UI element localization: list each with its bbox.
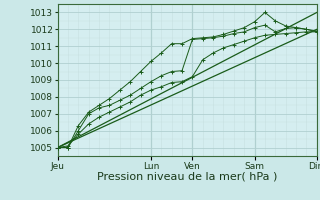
- X-axis label: Pression niveau de la mer( hPa ): Pression niveau de la mer( hPa ): [97, 172, 277, 182]
